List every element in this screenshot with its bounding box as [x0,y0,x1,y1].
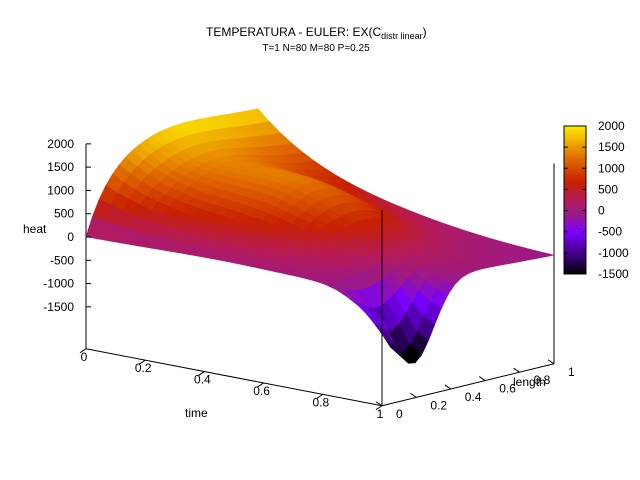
x-axis-label: time [185,406,208,420]
y-axis-line [381,363,555,407]
colorbar-tick-label: 1500 [598,140,625,154]
x-tick-label: 1 [377,407,384,421]
z-tick-label: 2000 [47,137,74,151]
y-tick-mark [547,359,555,365]
colorbar-tick-label: 2000 [598,119,625,133]
x-tick-label: 0.2 [135,361,152,375]
z-tick-label: 500 [54,207,74,221]
x-tick-label: 0.6 [253,384,270,398]
x-tick-mark [198,371,205,376]
z-tick-label: 0 [67,230,74,244]
heat-surface [85,108,555,364]
colorbar [563,125,587,275]
y-tick-label: 1 [568,365,575,379]
z-axis-label: heat [23,222,47,236]
y-tick-label: 0 [396,407,403,421]
z-tick-label: -500 [50,253,74,267]
chart-subtitle: T=1 N=80 M=80 P=0.25 [262,43,370,54]
x-axis-line [85,348,383,407]
y-tick-mark [444,384,452,390]
axis-frame [85,143,555,364]
x-tick-mark [257,382,264,388]
y-tick-label: 0.6 [499,382,516,396]
colorbar-tick-label: -1500 [598,267,629,281]
chart-title: TEMPERATURA - EULER: EX(Cdistr linear) [206,25,427,41]
colorbar-tick-label: 500 [598,182,618,196]
z-tick-label: -1000 [43,277,74,291]
y-tick-label: 0.8 [534,373,551,387]
colorbar-tick-label: 0 [598,204,605,218]
x-tick-label: 0.8 [312,395,329,409]
y-tick-label: 0.4 [465,390,482,404]
z-tick-label: 1500 [47,160,74,174]
x-tick-mark [138,359,146,365]
x-tick-mark [79,348,87,354]
y-tick-mark [478,376,486,381]
y-tick-label: 0.2 [430,398,447,412]
colorbar-tick-label: -1000 [598,246,629,260]
z-tick-label: -1500 [43,300,74,314]
tick-labels: 00.20.40.60.81 00.20.40.60.81200015001000… [43,137,575,421]
x-tick-label: 0 [81,350,88,364]
y-tick-mark [513,367,520,373]
colorbar-tick-label: -500 [598,225,622,239]
axis-frame-front [79,210,555,411]
y-tick-mark [410,392,417,398]
x-tick-mark [375,405,383,411]
z-tick-label: 1000 [47,183,74,197]
y-axis-label: length [513,375,546,389]
x-tick-mark [316,393,324,399]
colorbar-tick-label: 1000 [598,161,625,175]
colorbar-ticks: 2000 1500 1000 500 0 -500 -1000 -1500 [564,119,629,281]
x-tick-label: 0.4 [194,373,211,387]
y-tick-mark [375,401,383,407]
surface-patch [369,314,390,333]
